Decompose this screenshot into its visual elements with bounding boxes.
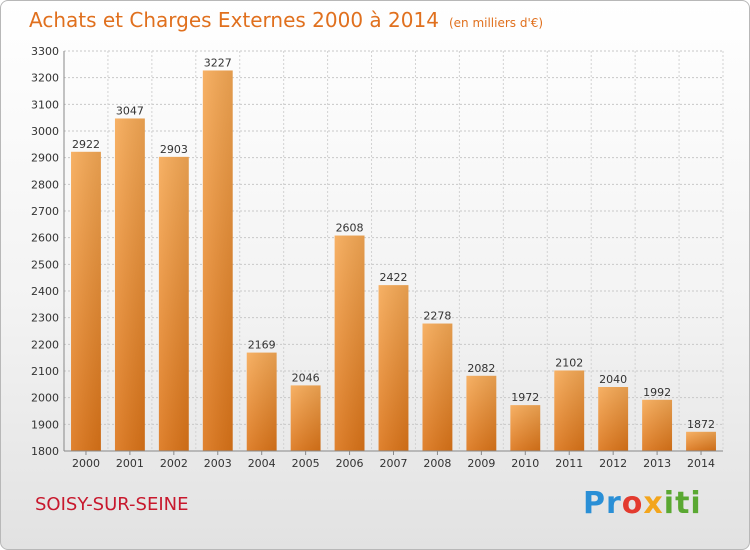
y-tick-label: 2800 [31,178,59,191]
y-tick-label: 2300 [31,312,59,325]
bar-shade-2012 [598,387,629,451]
x-tick-label-2005: 2005 [292,457,320,470]
value-label-2008: 2278 [423,310,451,323]
value-label-2011: 2102 [555,356,583,369]
axis-layer: 1800 1900 2000 2100 2200 2300 2400 2500 2600 2700… [31,45,723,470]
x-tick-label-2012: 2012 [599,457,627,470]
logo-letters-3: x [643,486,664,521]
value-label-2001: 3047 [116,104,144,117]
bar-shade-2000 [71,151,101,452]
value-label-2004: 2169 [248,339,276,352]
value-label-2012: 2040 [599,373,627,386]
bar-shade-2009 [466,375,497,451]
y-tick-label: 2400 [31,285,59,298]
x-tick-label-2002: 2002 [160,457,188,470]
value-label-2007: 2422 [380,271,408,284]
y-tick-label: 3100 [31,98,59,111]
value-label-2000: 2922 [72,138,100,151]
value-label-2010: 1972 [511,391,539,404]
x-tick-label-2007: 2007 [380,457,408,470]
value-label-2003: 3227 [204,56,232,69]
value-label-2009: 2082 [467,362,495,375]
bar-shade-2014 [686,431,716,451]
y-tick-label: 2900 [31,152,59,165]
value-label-2005: 2046 [292,371,320,384]
x-tick-label-2011: 2011 [555,457,583,470]
bar-shade-2003 [202,70,233,451]
bar-shade-2002 [158,156,189,451]
y-tick-label: 2700 [31,205,59,218]
x-tick-label-2004: 2004 [248,457,276,470]
bar-shade-2008 [422,323,453,451]
x-tick-label-2009: 2009 [467,457,495,470]
location-label: SOISY-SUR-SEINE [35,494,189,515]
y-tick-label: 2600 [31,232,59,245]
y-tick-label: 3000 [31,125,59,138]
chart-title-text: Achats et Charges Externes 2000 à 2014 [29,8,439,32]
y-tick-label: 3300 [31,45,59,58]
x-tick-label-2010: 2010 [511,457,539,470]
y-tick-label: 1800 [31,445,59,458]
value-label-2006: 2608 [336,222,364,235]
bar-shade-2010 [510,405,541,451]
y-tick-label: 2500 [31,258,59,271]
value-label-2014: 1872 [687,418,715,431]
x-tick-label-2013: 2013 [643,457,671,470]
bar-shade-2005 [290,385,321,451]
y-tick-label: 3200 [31,72,59,85]
logo-letters-4: iti [663,486,702,521]
bar-shade-2004 [246,352,277,451]
x-tick-label-2008: 2008 [423,457,451,470]
x-tick-label-2014: 2014 [687,457,715,470]
y-tick-label: 2100 [31,365,59,378]
proxiti-logo: Proxiti [583,486,702,521]
bars-layer [71,70,716,452]
y-tick-label: 1900 [31,418,59,431]
logo-letters-2: o [621,486,644,521]
x-tick-label-2000: 2000 [72,457,100,470]
bar-shade-2011 [554,370,585,451]
value-label-2002: 2903 [160,143,188,156]
x-tick-label-2006: 2006 [336,457,364,470]
chart-title: Achats et Charges Externes 2000 à 2014 (e… [29,8,543,32]
chart-subtitle: (en milliers d'€) [448,16,544,30]
x-tick-label-2003: 2003 [204,457,232,470]
bar-shade-2007 [378,285,409,451]
logo-letters-1: Pr [583,486,622,521]
y-tick-label: 2000 [31,392,59,405]
bar-shade-2006 [334,235,365,451]
value-label-2013: 1992 [643,386,671,399]
bar-shade-2001 [114,118,145,451]
x-tick-label-2001: 2001 [116,457,144,470]
y-tick-label: 2200 [31,338,59,351]
labels-layer: 2922 3047 2903 3227 2169 2046 2608 2422 2278 2082… [72,56,715,430]
bar-shade-2013 [642,399,673,451]
